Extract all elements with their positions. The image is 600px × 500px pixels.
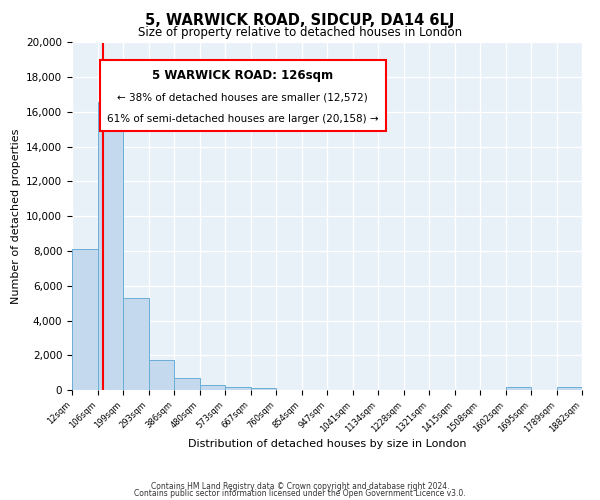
Text: Size of property relative to detached houses in London: Size of property relative to detached ho… (138, 26, 462, 39)
Bar (506, 388, 531, 390)
Text: 5 WARWICK ROAD: 126sqm: 5 WARWICK ROAD: 126sqm (152, 68, 334, 82)
Text: 61% of semi-detached houses are larger (20,158) →: 61% of semi-detached houses are larger (… (107, 114, 379, 124)
X-axis label: Distribution of detached houses by size in London: Distribution of detached houses by size … (188, 440, 466, 450)
Bar (98, 102, 123, 390)
Bar (174, 378, 200, 390)
Bar (149, 360, 174, 390)
Y-axis label: Number of detached properties: Number of detached properties (11, 128, 20, 304)
Bar (200, 385, 225, 390)
Bar (72, 250, 98, 390)
Bar (557, 388, 582, 390)
Bar (251, 388, 276, 390)
Bar (123, 298, 149, 390)
Text: 5, WARWICK ROAD, SIDCUP, DA14 6LJ: 5, WARWICK ROAD, SIDCUP, DA14 6LJ (145, 12, 455, 28)
Text: Contains HM Land Registry data © Crown copyright and database right 2024.: Contains HM Land Registry data © Crown c… (151, 482, 449, 491)
Bar (225, 386, 251, 390)
Text: ← 38% of detached houses are smaller (12,572): ← 38% of detached houses are smaller (12… (118, 93, 368, 103)
FancyBboxPatch shape (100, 60, 386, 131)
Text: Contains public sector information licensed under the Open Government Licence v3: Contains public sector information licen… (134, 490, 466, 498)
